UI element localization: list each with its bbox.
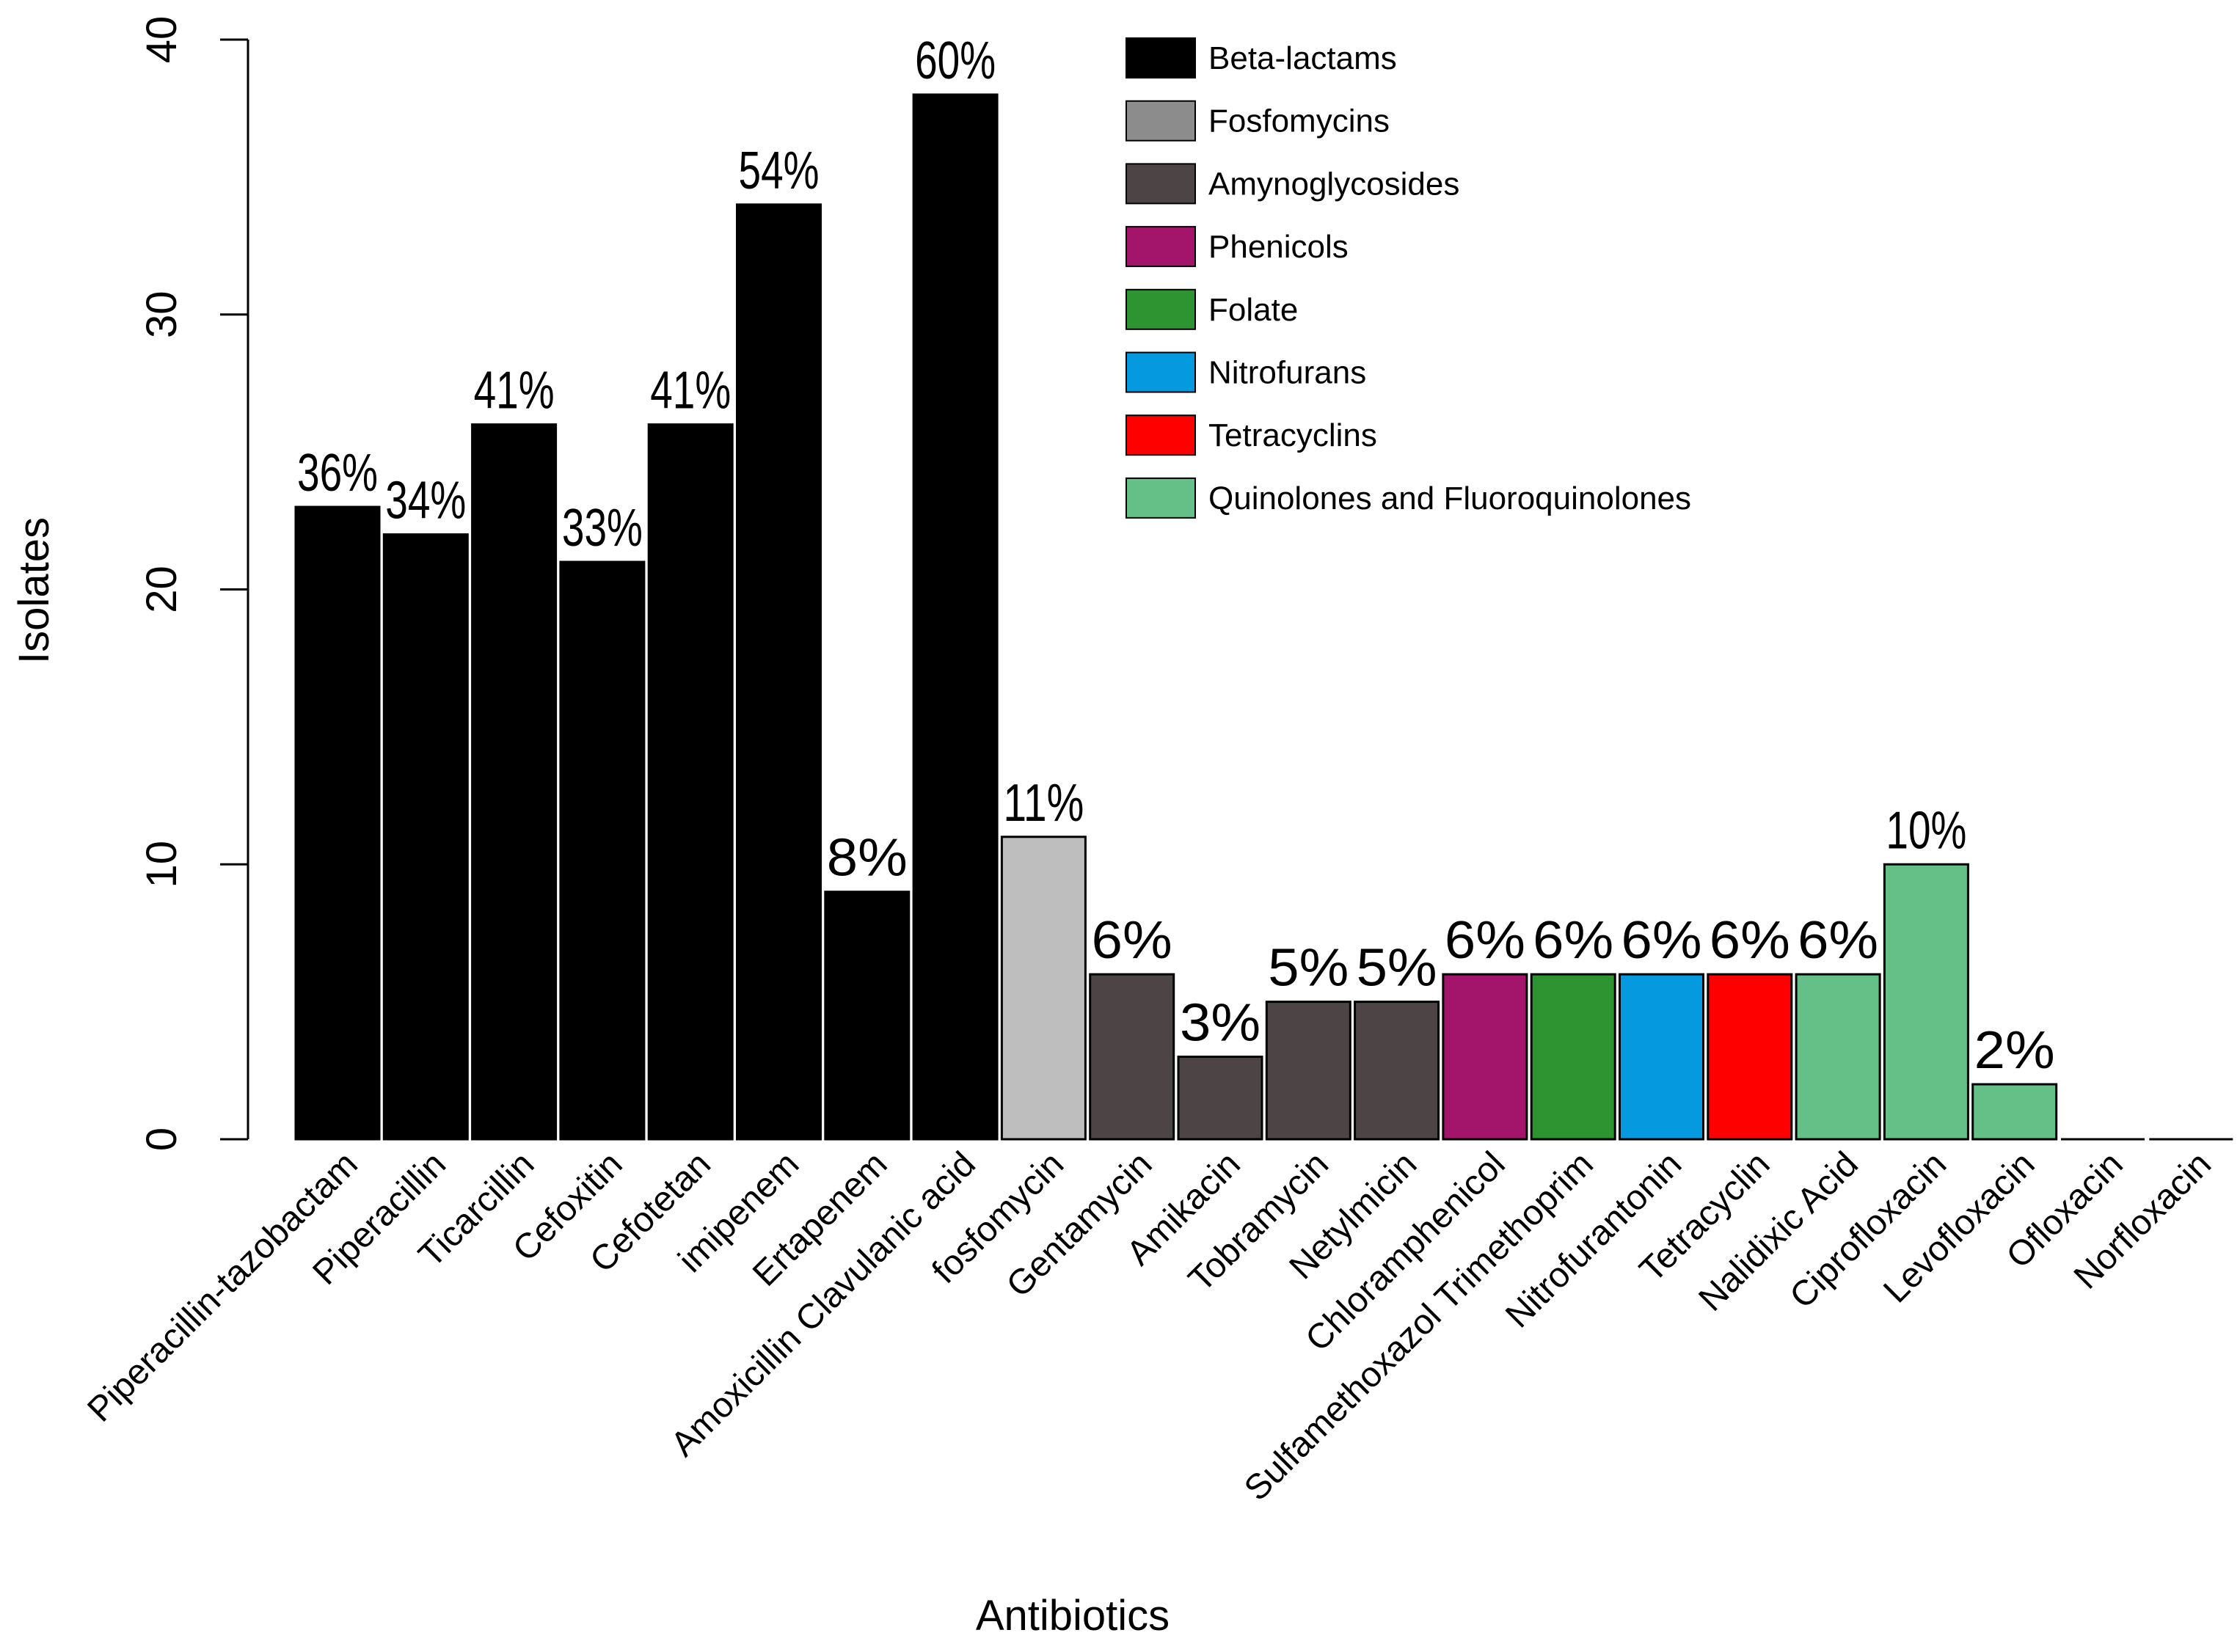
bar-value-label: 33%	[562, 499, 643, 558]
bar-levofloxacin	[1971, 1083, 2058, 1141]
bar-value-label: 41%	[650, 362, 731, 420]
bar-piperacillin-tazobactam	[294, 505, 381, 1141]
bar-value-label: 41%	[474, 362, 555, 420]
bar-labels: 36% 34%41%33%41%54%8%60%11%6%3%5% 5% 6% 6% 6%…	[297, 32, 2055, 1080]
bar-value-label: 6%	[1798, 911, 1878, 970]
bar-value-label: 6%	[1710, 911, 1790, 970]
y-tick-label: 0	[138, 1127, 186, 1151]
bar-ertapenem	[824, 891, 911, 1141]
bar-ticarcillin	[471, 423, 558, 1141]
legend-label: Amynoglycosides	[1208, 166, 1459, 202]
bar-value-label: 2%	[1974, 1021, 2055, 1080]
bar-tobramycin	[1265, 1001, 1351, 1141]
bar-value-label: 8%	[827, 829, 908, 888]
legend-label: Fosfomycins	[1208, 103, 1390, 139]
legend-label: Tetracyclins	[1208, 417, 1377, 453]
legend-label: Folate	[1208, 292, 1298, 328]
legend: Beta-lactams Fosfomycins Amynoglycosides Ph…	[1126, 37, 1691, 519]
legend-swatch	[1126, 414, 1196, 456]
legend-swatch	[1126, 226, 1196, 268]
bar-value-label: 34%	[385, 472, 466, 530]
y-axis: 0 10 20 30 40	[138, 16, 249, 1151]
legend-swatch	[1126, 37, 1196, 78]
bar-fosfomycin	[1000, 836, 1087, 1141]
bar-value-label: 6%	[1445, 911, 1525, 970]
bar-value-label: 11%	[1003, 774, 1084, 833]
legend-label: Nitrofurans	[1208, 355, 1366, 391]
legend-swatch	[1126, 351, 1196, 393]
y-axis-title: Isolates	[10, 517, 58, 664]
bars	[294, 93, 2233, 1141]
bar-chloramphenicol	[1442, 973, 1528, 1141]
bar-cefoxitin	[559, 560, 646, 1141]
bar-nalidixic-acid	[1795, 973, 1881, 1141]
bar-value-label: 10%	[1886, 801, 1966, 860]
legend-swatch	[1126, 163, 1196, 205]
y-tick-label: 30	[138, 290, 186, 338]
bar-value-label: 6%	[1533, 911, 1613, 970]
bar-piperacillin	[382, 533, 469, 1141]
bar-value-label: 6%	[1092, 911, 1172, 970]
bar-gentamycin	[1089, 973, 1175, 1141]
x-tick-label: Piperacillin-tazobactam	[80, 1144, 365, 1429]
legend-swatch	[1126, 100, 1196, 142]
bar-amoxicillin-clavulanic-acid	[912, 93, 999, 1141]
x-axis-title: Antibiotics	[976, 1592, 1170, 1640]
bar-ciprofloxacin	[1883, 863, 1969, 1141]
y-tick-label: 40	[138, 16, 186, 64]
bar-value-label: 54%	[739, 142, 820, 200]
legend-label: Phenicols	[1208, 229, 1349, 265]
bar-amikacin	[1177, 1056, 1263, 1141]
bar-sulfamethoxazol-trimethoprim	[1530, 973, 1616, 1141]
bar-value-label: 36%	[297, 444, 378, 502]
bar-value-label: 3%	[1180, 994, 1261, 1053]
legend-label: Beta-lactams	[1208, 40, 1397, 76]
y-tick-label: 10	[138, 841, 186, 888]
bar-tetracyclin	[1707, 973, 1793, 1141]
bar-value-label: 5%	[1357, 939, 1437, 998]
legend-label: Quinolones and Fluoroquinolones	[1208, 480, 1691, 516]
bar-cefotetan	[647, 423, 734, 1141]
x-axis-tick-labels: Piperacillin-tazobactamPiperacillinTicar…	[80, 1144, 2219, 1508]
legend-swatch	[1126, 477, 1196, 519]
bar-netylmicin	[1354, 1001, 1440, 1141]
bar-nitrofurantonin	[1619, 973, 1704, 1141]
legend-swatch	[1126, 288, 1196, 330]
bar-value-label: 60%	[915, 32, 996, 90]
bar-value-label: 6%	[1621, 911, 1702, 970]
y-tick-label: 20	[138, 566, 186, 613]
bar-imipenem	[736, 203, 822, 1141]
bar-value-label: 5%	[1268, 939, 1349, 998]
